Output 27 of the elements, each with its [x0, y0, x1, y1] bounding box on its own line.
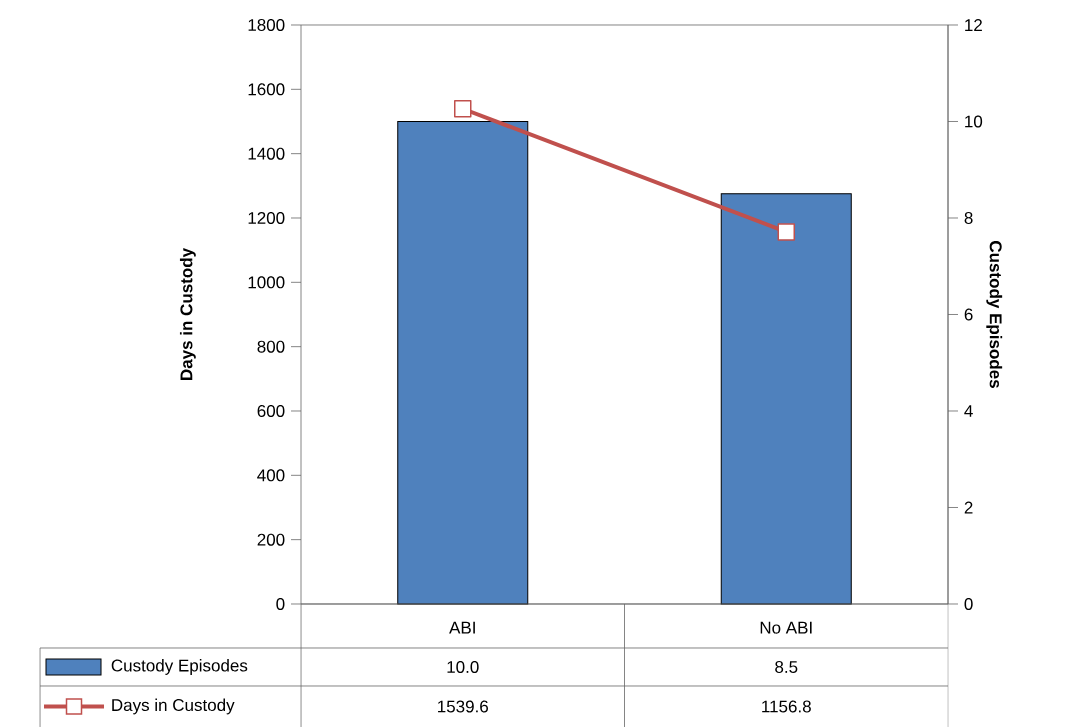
data-label: 10.0: [447, 660, 479, 673]
x-tick-label: No ABI: [760, 621, 812, 634]
data-label: 8.5: [775, 660, 798, 673]
y2-tick-label: 10: [965, 115, 983, 128]
y-tick-label: 800: [257, 340, 285, 353]
y2-tick-label: 4: [964, 404, 973, 417]
y-tick-label: 1400: [248, 147, 285, 160]
y2-tick-label: 8: [964, 211, 973, 224]
y-axis-title: Days in Custody: [179, 247, 196, 380]
y2-tick-label: 6: [964, 308, 973, 321]
legend-label: Days in Custody: [112, 698, 235, 715]
y-tick-label: 400: [257, 469, 285, 482]
y2-tick-label: 0: [964, 597, 973, 610]
data-label: 1156.8: [762, 700, 811, 713]
y-tick-label: 0: [276, 597, 285, 610]
y-tick-label: 1800: [248, 18, 285, 31]
legend-label: Custody Episodes: [111, 658, 248, 675]
y-tick-label: 600: [257, 404, 285, 417]
y-tick-label: 1600: [248, 83, 285, 96]
y2-tick-label: 2: [964, 501, 973, 514]
data-label: 1539.6: [438, 700, 488, 713]
y-tick-label: 1200: [248, 211, 285, 224]
y2-axis-title: Custody Episodes: [986, 240, 1003, 388]
y2-tick-label: 12: [965, 18, 982, 31]
x-tick-label: ABI: [449, 621, 475, 634]
y-tick-label: 200: [257, 533, 285, 546]
y-tick-label: 1000: [248, 276, 285, 289]
